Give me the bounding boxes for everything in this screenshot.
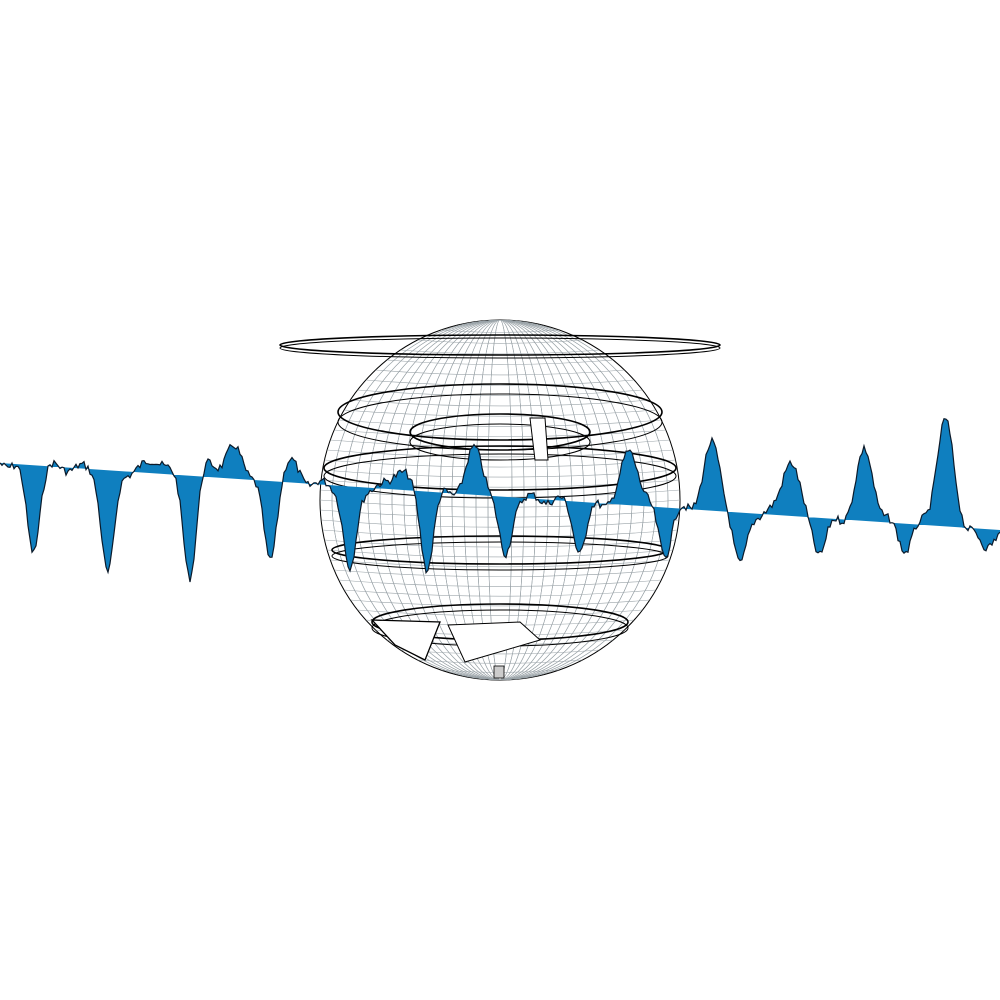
band-fragment — [370, 619, 441, 661]
latitude-line — [324, 539, 676, 548]
wave-outline — [0, 417, 1000, 583]
latitude-line — [350, 599, 650, 607]
band-ring — [323, 445, 677, 491]
band-ring — [337, 383, 663, 441]
sphere-bands — [279, 334, 721, 679]
latitude-line — [327, 549, 673, 558]
latitude-line — [334, 429, 666, 437]
latitude-line — [417, 339, 583, 344]
latitude-line — [344, 589, 656, 597]
latitude-line — [375, 369, 625, 376]
band-ring — [279, 334, 721, 356]
band-ring-lower — [279, 337, 721, 359]
band-fragment — [529, 417, 549, 461]
latitude-line — [440, 329, 560, 333]
band-fragment — [447, 621, 542, 663]
latitude-line — [330, 559, 670, 568]
band-ring — [409, 413, 591, 451]
wave-fill — [0, 418, 1000, 582]
band-fragment — [493, 665, 505, 679]
band-ring-lower — [409, 423, 591, 461]
longitude-line — [403, 320, 597, 680]
latitude-line — [338, 579, 662, 587]
longitude-line — [331, 320, 669, 680]
latitude-line — [334, 569, 666, 577]
longitude-line — [391, 320, 609, 680]
blue-wave-ribbon — [0, 417, 1000, 583]
